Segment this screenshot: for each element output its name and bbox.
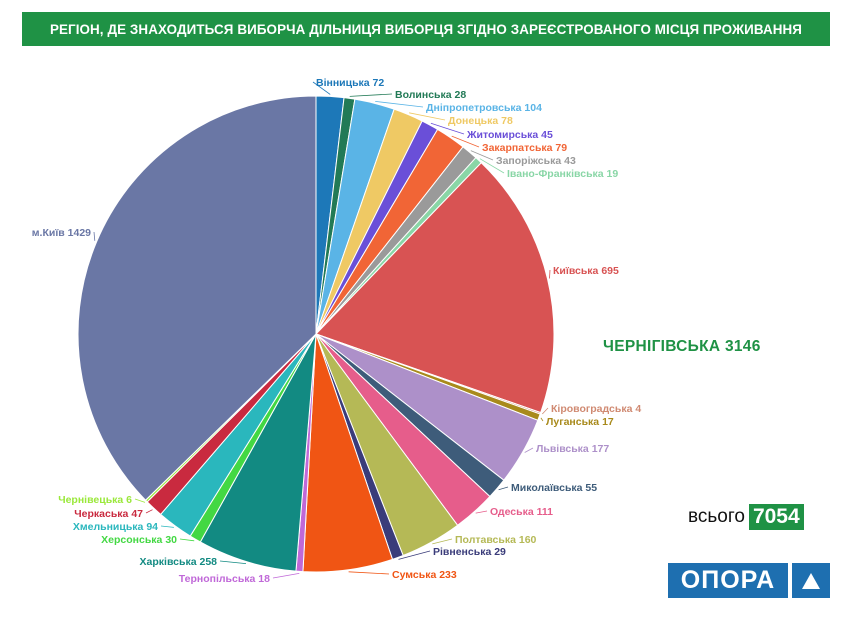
logo-text: ОПОРА bbox=[668, 563, 788, 598]
leader-line-вінницька bbox=[312, 81, 331, 95]
leader-line-сумська bbox=[348, 571, 390, 575]
slice-label-донецька: Донецька 78 bbox=[448, 115, 513, 127]
leader-line-тернопільська bbox=[272, 573, 300, 579]
slice-label-полтавська: Полтавська 160 bbox=[455, 534, 537, 546]
slice-label-львівська: Львівська 177 bbox=[536, 443, 609, 455]
leader-line-київська bbox=[549, 269, 551, 279]
slice-label-волинська: Волинська 28 bbox=[395, 89, 466, 101]
leader-line-кіровоградська bbox=[542, 407, 549, 415]
leader-line-івано-франківська bbox=[479, 158, 505, 174]
leader-line-хмельницька bbox=[160, 525, 174, 528]
leader-line-рівненська bbox=[398, 550, 431, 560]
leader-line-львівська bbox=[524, 447, 534, 453]
leader-line-м-київ bbox=[93, 231, 96, 241]
slice-labels: Вінницька 72 Волинська 28Дніпропетровська… bbox=[32, 77, 642, 585]
slice-label-дніпропетровська: Дніпропетровська 104 bbox=[426, 102, 542, 114]
excluded-region-label: ЧЕРНІГІВСЬКА 3146 bbox=[603, 338, 761, 355]
leader-line-запорізька bbox=[470, 150, 494, 161]
slice-label-житомирська: Житомирська 45 bbox=[466, 129, 553, 141]
leader-line-херсонська bbox=[179, 538, 195, 542]
leader-line-харківська bbox=[219, 560, 247, 564]
slice-label-хмельницька: Хмельницька 94 bbox=[73, 521, 158, 533]
slice-label-чернівецька: Чернівецька 6 bbox=[58, 494, 132, 506]
slice-label-закарпатська: Закарпатська 79 bbox=[482, 142, 567, 154]
leader-line-донецька bbox=[409, 112, 446, 121]
slice-label-івано-франківська: Івано-Франківська 19 bbox=[507, 168, 618, 180]
chart-title: РЕГІОН, ДЕ ЗНАХОДИТЬСЯ ВИБОРЧА ДІЛЬНИЦЯ … bbox=[22, 12, 830, 46]
leader-line-полтавська bbox=[432, 538, 453, 545]
leader-line-миколаївська bbox=[498, 486, 509, 491]
triangle-icon bbox=[792, 563, 830, 598]
slice-label-херсонська: Херсонська 30 bbox=[101, 534, 177, 546]
leader-line-дніпропетровська bbox=[375, 101, 424, 108]
opora-logo: ОПОРА bbox=[668, 563, 830, 598]
leader-line-чернівецька bbox=[134, 498, 146, 503]
slice-label-вінницька: Вінницька 72 bbox=[316, 77, 384, 89]
slice-label-луганська: Луганська 17 bbox=[546, 416, 614, 428]
slice-label-рівненська: Рівненська 29 bbox=[433, 546, 506, 558]
total-block: всього 7054 bbox=[688, 504, 804, 530]
pie-slice-м-київ bbox=[77, 95, 317, 501]
leader-line-закарпатська bbox=[451, 135, 480, 148]
slice-label-київська: Київська 695 bbox=[553, 265, 619, 277]
leader-line-луганська bbox=[540, 417, 544, 422]
slice-label-миколаївська: Миколаївська 55 bbox=[511, 482, 597, 494]
slice-label-сумська: Сумська 233 bbox=[392, 569, 457, 581]
slice-label-тернопільська: Тернопільська 18 bbox=[179, 573, 270, 585]
slice-label-одеська: Одеська 111 bbox=[490, 506, 553, 518]
slice-label-запорізька: Запоріжська 43 bbox=[496, 155, 576, 167]
leader-line-одеська bbox=[475, 510, 488, 514]
slice-label-кіровоградська: Кіровоградська 4 bbox=[551, 403, 641, 415]
slice-label-м-київ: м.Київ 1429 bbox=[32, 227, 91, 239]
slice-label-черкаська: Черкаська 47 bbox=[74, 508, 143, 520]
pie-slice-київська bbox=[315, 162, 555, 414]
total-value: 7054 bbox=[748, 504, 804, 530]
leader-line-волинська bbox=[349, 93, 393, 97]
pie-slices bbox=[77, 95, 555, 573]
label-leader-lines bbox=[93, 81, 551, 579]
leader-line-черкаська bbox=[145, 509, 153, 514]
slice-label-харківська: Харківська 258 bbox=[140, 556, 218, 568]
total-label: всього bbox=[688, 506, 745, 527]
leader-line-житомирська bbox=[430, 122, 465, 135]
